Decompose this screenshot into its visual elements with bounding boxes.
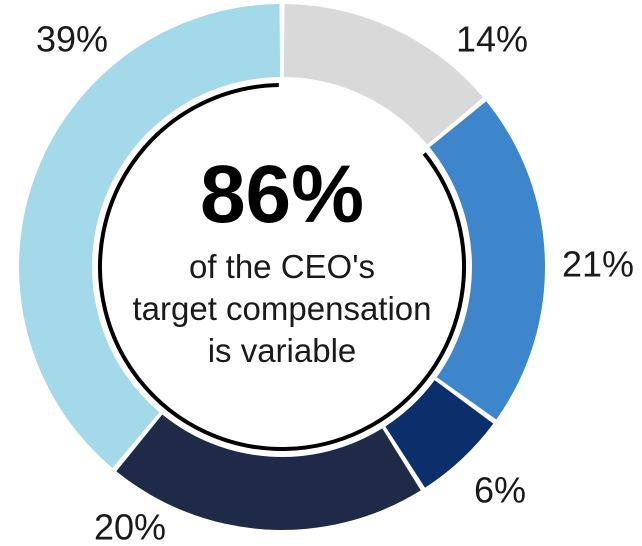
slice-label-4: 20%: [94, 507, 166, 546]
donut-slice-2: [429, 101, 545, 420]
donut-slices: [18, 4, 545, 530]
center-headline: 86%: [200, 149, 364, 240]
center-line-3: is variable: [208, 332, 357, 369]
center-line-1: of the CEO's: [189, 248, 375, 285]
slice-label-1: 14%: [456, 19, 528, 60]
slice-label-5: 39%: [36, 19, 108, 60]
donut-slice-5: [18, 4, 281, 469]
slice-label-3: 6%: [474, 470, 526, 511]
center-summary: 86% of the CEO's target compensation is …: [132, 149, 431, 369]
slice-label-2: 21%: [562, 244, 634, 285]
donut-slice-4: [116, 414, 421, 530]
center-line-2: target compensation: [132, 290, 431, 327]
donut-slice-3: [385, 380, 494, 488]
donut-slice-1: [283, 4, 484, 145]
variable-portion-arc: [98, 83, 466, 451]
slice-labels: 14% 21% 6% 20% 39%: [36, 19, 634, 546]
